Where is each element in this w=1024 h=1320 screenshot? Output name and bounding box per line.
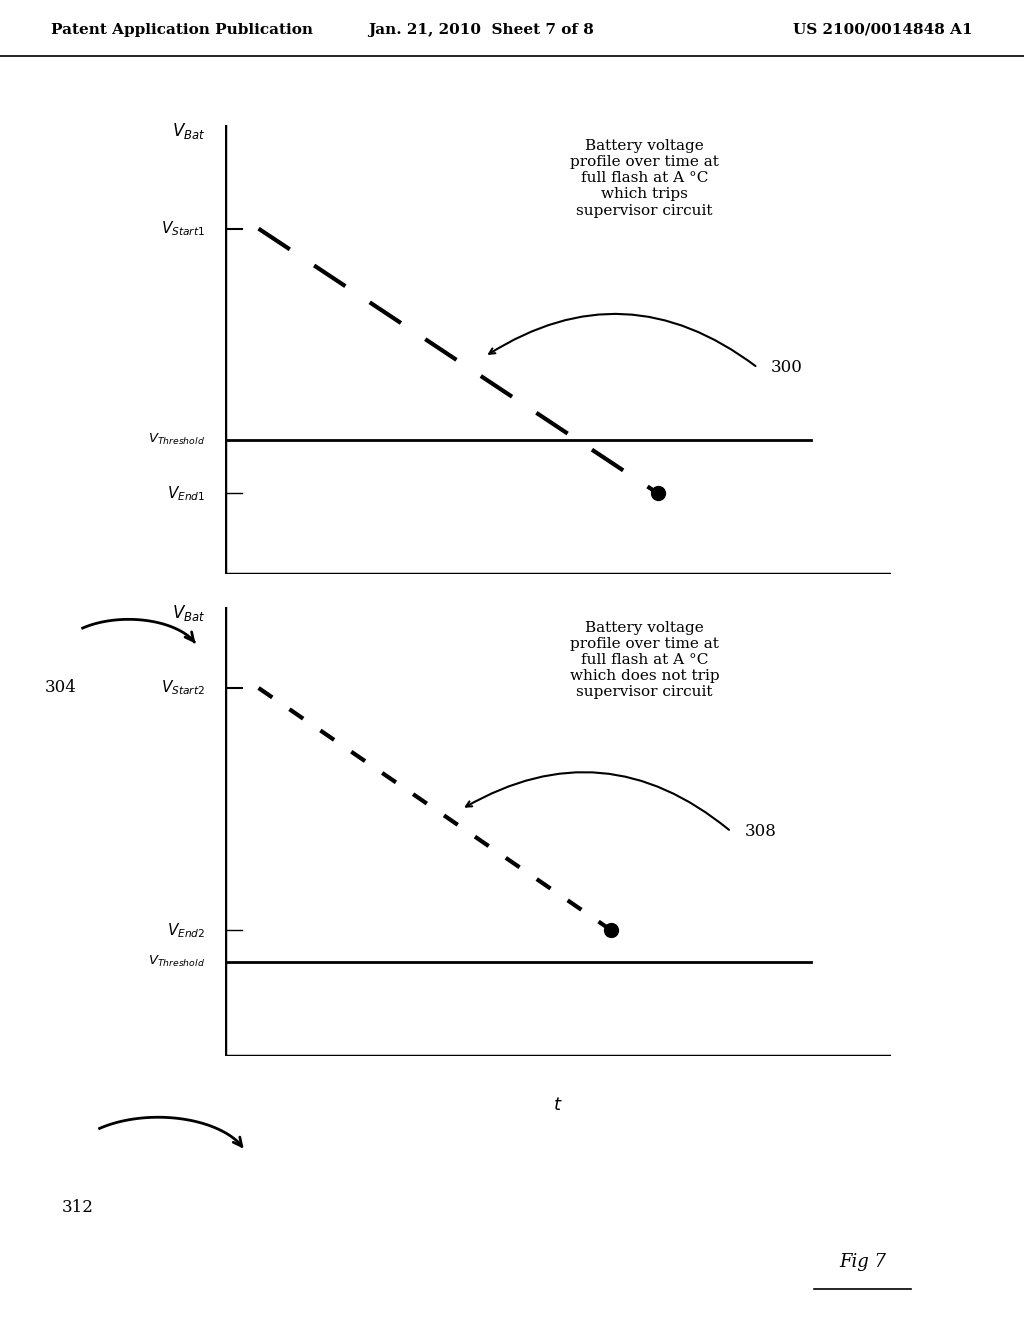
Text: $t$: $t$	[553, 1097, 563, 1114]
Text: $V_{Start1}$: $V_{Start1}$	[161, 219, 205, 238]
Text: $V_{Start2}$: $V_{Start2}$	[161, 678, 205, 697]
Text: US 2100/0014848 A1: US 2100/0014848 A1	[794, 22, 973, 37]
Text: 304: 304	[45, 678, 77, 696]
Text: Fig 7: Fig 7	[839, 1253, 886, 1271]
Text: Jan. 21, 2010  Sheet 7 of 8: Jan. 21, 2010 Sheet 7 of 8	[369, 22, 594, 37]
Text: $V_{End1}$: $V_{End1}$	[167, 484, 205, 503]
Text: $V_{Threshold}$: $V_{Threshold}$	[148, 432, 205, 447]
Text: 308: 308	[744, 824, 776, 840]
Text: $V_{Bat}$: $V_{Bat}$	[172, 603, 205, 623]
Text: Battery voltage
profile over time at
full flash at A °C
which trips
supervisor c: Battery voltage profile over time at ful…	[570, 139, 719, 218]
Text: 300: 300	[771, 359, 803, 376]
Text: $V_{End2}$: $V_{End2}$	[167, 921, 205, 940]
Text: Patent Application Publication: Patent Application Publication	[51, 22, 313, 37]
Text: $t$: $t$	[553, 615, 563, 632]
Text: Battery voltage
profile over time at
full flash at A °C
which does not trip
supe: Battery voltage profile over time at ful…	[569, 620, 720, 700]
Text: $V_{Threshold}$: $V_{Threshold}$	[148, 954, 205, 969]
Text: 312: 312	[61, 1199, 94, 1216]
Text: $V_{Bat}$: $V_{Bat}$	[172, 121, 205, 141]
